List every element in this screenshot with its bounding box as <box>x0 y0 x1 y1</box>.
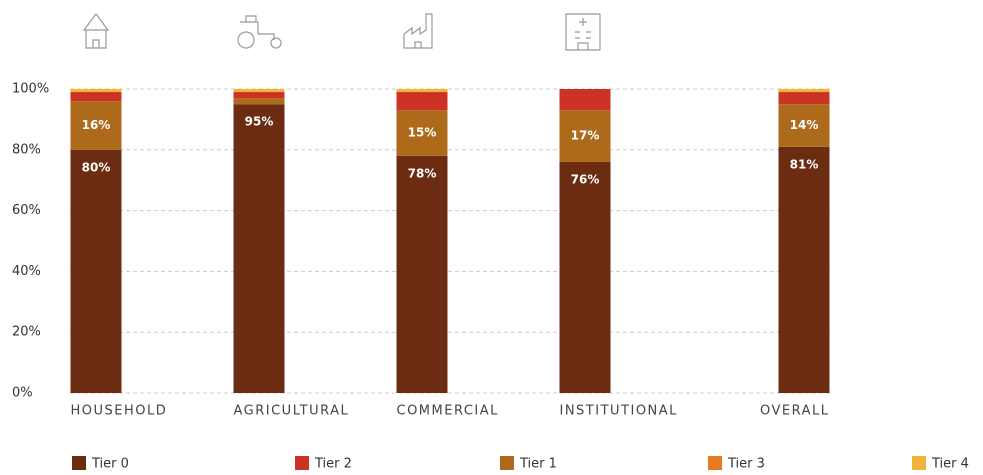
tractor-icon <box>237 15 282 49</box>
bar-segment <box>70 92 122 102</box>
legend-label: Tier 0 <box>91 457 129 472</box>
legend-label: Tier 1 <box>519 457 557 472</box>
bar-segment <box>396 92 448 111</box>
bar-segment <box>396 155 448 393</box>
bar-segment <box>233 104 285 393</box>
y-tick-label: 40% <box>12 264 41 279</box>
y-tick-label: 80% <box>12 142 41 157</box>
value-label: 17% <box>571 129 600 143</box>
y-tick-label: 0% <box>12 386 33 401</box>
bar-segment <box>70 149 122 393</box>
value-label: 95% <box>245 115 274 129</box>
value-label: 14% <box>790 118 819 132</box>
legend-label: Tier 3 <box>727 457 765 472</box>
y-tick-label: 100% <box>12 82 49 97</box>
legend-label: Tier 4 <box>931 457 969 472</box>
bar-segment <box>396 110 448 156</box>
x-tick-label: COMMERCIAL <box>397 404 499 419</box>
legend-swatch <box>500 456 514 470</box>
value-label: 80% <box>82 160 111 174</box>
bar-segment <box>396 89 448 93</box>
bar-segment <box>233 98 285 105</box>
bar-segment <box>559 110 611 162</box>
bar-segment <box>559 89 611 111</box>
clinic-icon <box>565 13 601 51</box>
value-label: 16% <box>82 118 111 132</box>
legend-swatch <box>295 456 309 470</box>
legend-swatch <box>708 456 722 470</box>
factory-icon <box>403 13 433 49</box>
legend-label: Tier 2 <box>314 457 352 472</box>
house-icon <box>82 13 110 49</box>
bar-segment <box>70 89 122 93</box>
bar-segment <box>559 161 611 393</box>
bar-segment <box>778 146 830 393</box>
legend-swatch <box>912 456 926 470</box>
value-label: 76% <box>571 172 600 186</box>
value-label: 15% <box>408 126 437 140</box>
value-label: 81% <box>790 157 819 171</box>
y-tick-label: 20% <box>12 325 41 340</box>
x-tick-label: AGRICULTURAL <box>234 404 350 419</box>
bar-segment <box>70 101 122 150</box>
bar-segment <box>778 104 830 147</box>
bar-segment <box>778 92 830 105</box>
x-tick-label: OVERALL <box>760 404 830 419</box>
x-tick-label: HOUSEHOLD <box>71 404 168 419</box>
bar-segment <box>233 89 285 93</box>
bar-segment <box>778 89 830 93</box>
value-label: 78% <box>408 166 437 180</box>
icons <box>82 13 601 51</box>
legend-swatch <box>72 456 86 470</box>
x-tick-label: INSTITUTIONAL <box>560 404 678 419</box>
bar-segment <box>233 92 285 99</box>
y-tick-label: 60% <box>12 203 41 218</box>
